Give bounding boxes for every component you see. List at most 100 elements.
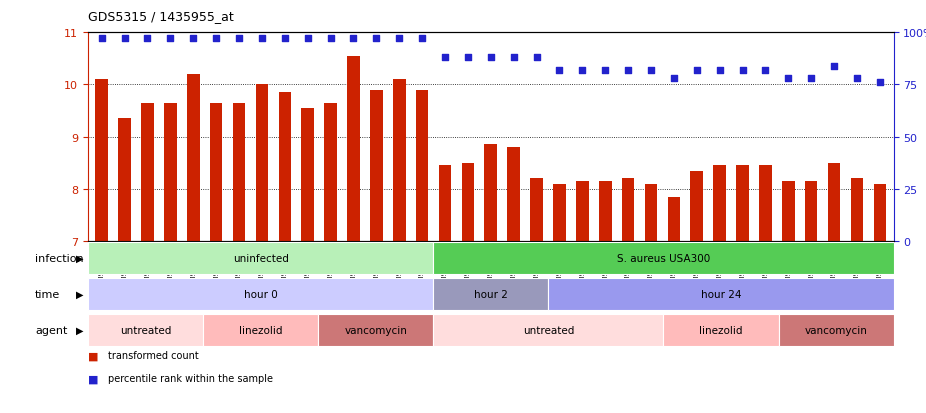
Bar	[88, 278, 433, 311]
Point	[689, 67, 704, 74]
Text: ■: ■	[88, 351, 98, 361]
Bar	[324, 103, 337, 242]
Bar	[484, 145, 497, 242]
Bar	[599, 182, 611, 242]
Bar	[347, 57, 360, 242]
Bar	[782, 182, 795, 242]
Point	[804, 76, 819, 82]
Point	[186, 36, 201, 43]
Bar	[553, 184, 566, 242]
Bar	[393, 80, 406, 242]
Point	[529, 55, 544, 62]
Text: linezolid: linezolid	[699, 325, 743, 335]
Point	[460, 55, 475, 62]
Bar	[370, 90, 382, 242]
Bar	[164, 103, 177, 242]
Bar	[507, 148, 520, 242]
Point	[849, 76, 864, 82]
Text: untreated: untreated	[119, 325, 171, 335]
Point	[278, 36, 293, 43]
Bar	[851, 179, 863, 242]
Bar	[232, 103, 245, 242]
Point	[346, 36, 361, 43]
Bar	[736, 166, 749, 242]
Text: transformed count: transformed count	[108, 351, 199, 361]
Point	[415, 36, 430, 43]
Point	[94, 36, 109, 43]
Text: ■: ■	[88, 373, 98, 383]
Text: ▶: ▶	[76, 254, 83, 263]
Text: vancomycin: vancomycin	[344, 325, 407, 335]
Bar	[548, 278, 894, 311]
Bar	[301, 109, 314, 242]
Point	[667, 76, 682, 82]
Bar	[828, 164, 841, 242]
Point	[598, 67, 613, 74]
Text: S. aureus USA300: S. aureus USA300	[617, 254, 710, 263]
Text: hour 0: hour 0	[244, 290, 278, 299]
Point	[620, 67, 635, 74]
Point	[323, 36, 338, 43]
Bar	[256, 85, 269, 242]
Point	[644, 67, 658, 74]
Point	[712, 67, 727, 74]
Bar	[531, 179, 543, 242]
Bar	[187, 75, 199, 242]
Point	[507, 55, 521, 62]
Bar	[713, 166, 726, 242]
Text: infection: infection	[35, 254, 84, 263]
Bar	[279, 93, 291, 242]
Text: hour 24: hour 24	[701, 290, 741, 299]
Point	[163, 36, 178, 43]
Bar	[691, 171, 703, 242]
Point	[118, 36, 132, 43]
Text: percentile rank within the sample: percentile rank within the sample	[108, 373, 273, 383]
Text: vancomycin: vancomycin	[805, 325, 868, 335]
Point	[208, 36, 223, 43]
Text: linezolid: linezolid	[239, 325, 282, 335]
Point	[255, 36, 269, 43]
Bar	[433, 314, 663, 347]
Bar	[203, 314, 319, 347]
Point	[758, 67, 773, 74]
Text: GDS5315 / 1435955_at: GDS5315 / 1435955_at	[88, 10, 233, 23]
Text: time: time	[35, 290, 60, 299]
Bar	[668, 197, 681, 242]
Point	[369, 36, 383, 43]
Bar	[210, 103, 222, 242]
Bar	[88, 242, 433, 275]
Text: untreated: untreated	[522, 325, 574, 335]
Bar	[576, 182, 589, 242]
Text: hour 2: hour 2	[474, 290, 507, 299]
Point	[300, 36, 315, 43]
Bar	[759, 166, 771, 242]
Point	[735, 67, 750, 74]
Text: ▶: ▶	[76, 325, 83, 335]
Point	[872, 80, 887, 86]
Text: agent: agent	[35, 325, 68, 335]
Point	[483, 55, 498, 62]
Bar	[873, 184, 886, 242]
Point	[392, 36, 407, 43]
Bar	[439, 166, 451, 242]
Bar	[663, 314, 779, 347]
Bar	[88, 314, 203, 347]
Point	[232, 36, 246, 43]
Bar	[644, 184, 657, 242]
Bar	[141, 103, 154, 242]
Point	[827, 63, 842, 70]
Point	[438, 55, 453, 62]
Bar	[461, 164, 474, 242]
Bar	[805, 182, 818, 242]
Text: uninfected: uninfected	[232, 254, 289, 263]
Point	[140, 36, 155, 43]
Bar	[95, 80, 108, 242]
Point	[552, 67, 567, 74]
Point	[781, 76, 795, 82]
Bar	[433, 242, 894, 275]
Bar	[621, 179, 634, 242]
Text: ▶: ▶	[76, 290, 83, 299]
Bar	[119, 119, 131, 242]
Bar	[319, 314, 433, 347]
Point	[575, 67, 590, 74]
